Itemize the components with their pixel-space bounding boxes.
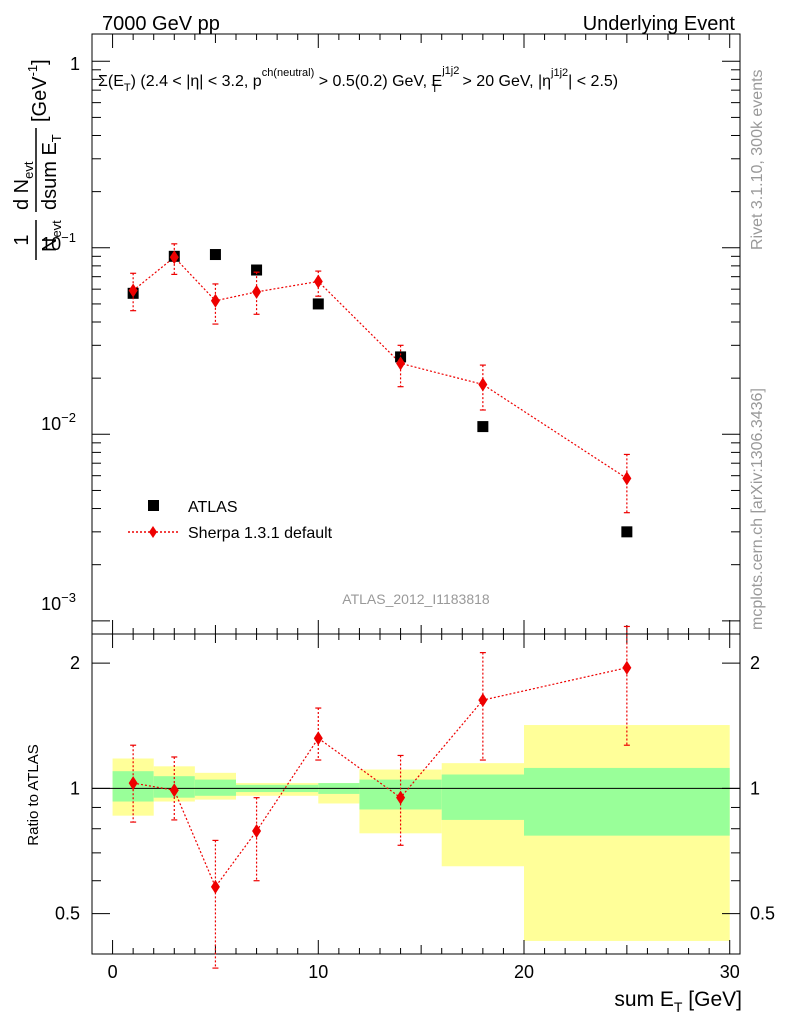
ylabel-dnevt: d Nevt bbox=[11, 161, 36, 210]
ratio-ytick-right-2: 2 bbox=[750, 653, 760, 673]
main-ytick-0.1: 10−1 bbox=[41, 230, 76, 254]
main-ytick-1: 1 bbox=[70, 54, 80, 74]
xtick-label-20: 20 bbox=[514, 962, 534, 982]
xtick-label-30: 30 bbox=[720, 962, 740, 982]
ylabel-one: 1 bbox=[11, 234, 33, 245]
mc-point bbox=[313, 274, 323, 289]
ratio-mc-point bbox=[210, 879, 220, 894]
data-point bbox=[251, 264, 263, 276]
legend-mc-label: Sherpa 1.3.1 default bbox=[188, 525, 333, 542]
mc-point bbox=[252, 284, 262, 299]
mc-point bbox=[622, 471, 632, 486]
legend: ATLAS Sherpa 1.3.1 default bbox=[128, 499, 333, 542]
main-ylabel: 1 Nevt d Nevt dsum ET [GeV-1] bbox=[11, 59, 64, 260]
main-frame bbox=[91, 33, 741, 635]
mc-series-line bbox=[132, 256, 628, 479]
ratio-mc-point bbox=[478, 693, 488, 708]
main-ytick-0.01: 10−2 bbox=[41, 410, 76, 434]
ratio-frame bbox=[91, 633, 741, 955]
mc-point bbox=[396, 356, 406, 371]
main-ytick-0.001: 10−3 bbox=[41, 590, 76, 614]
xtick-label-0: 0 bbox=[108, 962, 118, 982]
ratio-mc-point bbox=[313, 731, 323, 746]
ratio-ytick-left-0.5: 0.5 bbox=[55, 904, 80, 924]
ratio-mc-point bbox=[622, 660, 632, 675]
legend-data-label: ATLAS bbox=[188, 499, 238, 516]
data-point bbox=[477, 421, 489, 433]
rivet-label: Rivet 3.1.10, 300k events bbox=[749, 69, 766, 250]
header-right: Underlying Event bbox=[583, 13, 736, 35]
ratio-band-inner bbox=[524, 767, 730, 836]
ratio-mc-point bbox=[128, 776, 138, 791]
mcplots-label: mcplots.cern.ch [arXiv:1306.3436] bbox=[749, 388, 766, 630]
watermark: ATLAS_2012_I1183818 bbox=[342, 591, 490, 607]
mc-point bbox=[169, 250, 179, 265]
ylabel-dsum: dsum ET bbox=[39, 134, 64, 210]
ratio-ylabel: Ratio to ATLAS bbox=[25, 744, 42, 845]
data-point bbox=[209, 249, 221, 261]
data-point bbox=[621, 526, 633, 538]
ratio-mc-point bbox=[169, 783, 179, 798]
xlabel: sum ET [GeV] bbox=[614, 988, 742, 1015]
plot-title: Σ(ET) (2.4 < |η| < 3.2, pch(neutral) > 0… bbox=[98, 65, 618, 95]
ratio-panel: 0.5 1 2 0.5 1 2 Ratio to ATLAS 0 10 20 3… bbox=[25, 625, 775, 1015]
ratio-ytick-left-1: 1 bbox=[70, 778, 80, 798]
ratio-ytick-left-2: 2 bbox=[70, 653, 80, 673]
ylabel-nevt: Nevt bbox=[39, 220, 64, 252]
ratio-band-inner bbox=[194, 779, 236, 796]
ratio-mc-point bbox=[396, 790, 406, 805]
ratio-band-inner bbox=[441, 774, 524, 820]
ratio-ytick-right-0.5: 0.5 bbox=[750, 904, 775, 924]
ratio-mc-point bbox=[252, 824, 262, 839]
mc-point bbox=[128, 283, 138, 298]
legend-mc-marker bbox=[149, 526, 157, 538]
mc-point bbox=[210, 293, 220, 308]
ylabel-unit: [GeV-1] bbox=[25, 59, 51, 122]
header-left: 7000 GeV pp bbox=[102, 13, 220, 35]
xtick-label-10: 10 bbox=[308, 962, 328, 982]
mc-point bbox=[478, 377, 488, 392]
main-panel: 1 10−1 10−2 10−3 Σ(ET) (2.4 < |η| < 3.2,… bbox=[11, 33, 741, 635]
data-point bbox=[312, 298, 324, 310]
ratio-ytick-right-1: 1 bbox=[750, 778, 760, 798]
legend-data-marker bbox=[148, 500, 159, 511]
